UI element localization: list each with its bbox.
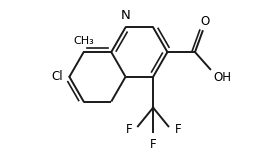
Text: N: N	[121, 9, 130, 22]
Text: F: F	[150, 138, 156, 151]
Text: OH: OH	[213, 71, 231, 84]
Text: Cl: Cl	[51, 70, 63, 83]
Text: O: O	[200, 15, 209, 28]
Text: F: F	[126, 123, 132, 136]
Text: CH₃: CH₃	[73, 36, 94, 46]
Text: F: F	[175, 123, 182, 136]
